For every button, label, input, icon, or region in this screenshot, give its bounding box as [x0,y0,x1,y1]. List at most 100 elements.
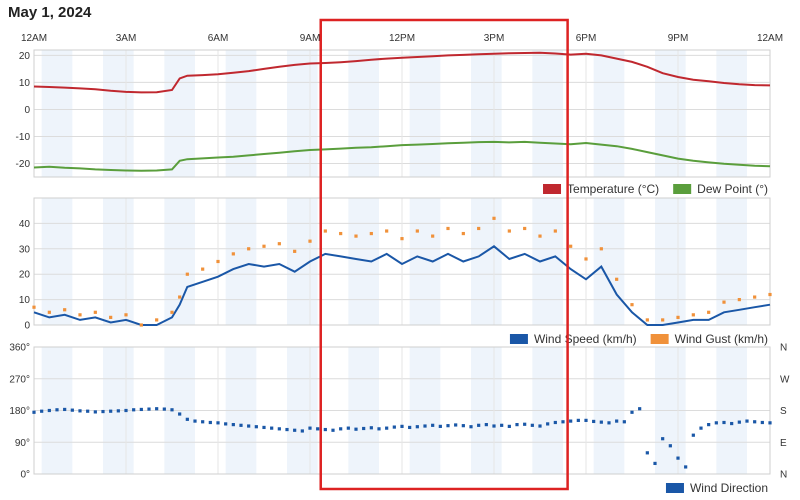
x-tick-label: 3AM [116,33,137,44]
wind-direction-point [239,423,243,427]
legend-swatch [665,483,684,493]
highlight-box [319,18,569,491]
wind-gust-point [262,244,266,248]
y2-tick-label: S [780,406,787,417]
wind-direction-point [730,421,734,426]
legend-label: Wind Gust (km/h) [675,332,768,346]
wind-direction-point [477,423,481,427]
wind-direction-point [438,424,442,428]
wind-direction-point [346,426,350,430]
wind-direction-point [454,423,458,427]
wind-direction-point [155,407,159,411]
wind-direction-point [354,427,358,431]
x-tick-label: 12AM [757,33,783,44]
wind-direction-point [362,426,366,431]
y-tick-label: 10 [19,78,31,89]
wind-gust-point [124,313,128,317]
plot-frame [33,346,771,475]
wind-gust-point [139,323,143,327]
wind-gust-point [630,303,634,307]
shade-band [103,50,134,177]
wind-direction-point [699,426,703,430]
wind-gust-point [47,310,51,314]
wind-direction-point [615,419,619,423]
x-tick-label: 3PM [484,33,505,44]
wind-direction-point [316,427,320,431]
wind-direction-point [500,423,504,427]
wind-gust-point [461,231,465,236]
wind-direction-point [423,424,427,428]
x-tick-label: 6AM [208,33,229,44]
wind-gust-point [109,315,113,319]
wind-direction-point [63,407,67,412]
wind-direction-point [101,409,105,414]
shade-band [409,198,441,325]
wind-direction-point [162,407,166,411]
legend-label: Dew Point (°) [697,182,768,196]
shade-band [287,50,318,177]
wind-direction-point [553,420,557,425]
wind-direction-point [737,420,741,424]
wind-direction-point [630,410,634,414]
wind-direction-point [469,425,473,429]
shade-band [532,198,563,325]
wind-gust-point [569,244,573,248]
y-tick-label: 270° [9,374,30,385]
plot-frame [33,49,771,178]
wind-direction-point [461,424,465,428]
wind-gust-point [753,295,757,299]
shade-band [471,198,502,325]
shade-band [716,198,747,325]
wind-direction-point [622,420,626,424]
y-tick-label: 90° [15,438,30,449]
y-tick-label: -20 [16,159,31,170]
legend-swatch [673,184,692,194]
wind-direction-point [607,421,611,425]
y2-tick-label: N [780,343,787,354]
y-tick-label: 180° [9,406,30,417]
wind-direction-point [768,421,772,425]
wind-direction-point [262,425,266,430]
wind-gust-point [538,234,542,238]
page-title: May 1, 2024 [8,4,92,21]
wind-direction-point [415,425,419,429]
wind-gust-point [277,242,281,246]
wind-direction-point [392,425,396,429]
wind-gust-point [63,308,67,312]
wind-direction-point [760,420,764,425]
temperature-c-line [33,51,771,94]
wind-direction-point [530,423,534,427]
wind-gust-point [293,249,297,253]
wind-gust-point [339,231,343,236]
wind-direction-point [592,419,596,424]
y-tick-label: 40 [19,219,31,230]
wind-gust-point [523,226,527,231]
wind-direction-point [270,426,274,430]
wind-gust-point [661,318,665,322]
wind-gust-point [707,310,711,314]
wind-direction-point [546,422,550,426]
wind-direction-point [645,451,649,455]
wind-gust-point [247,247,251,251]
shade-band [409,50,441,177]
wind-direction-point [323,427,327,432]
wind-direction-point [300,429,304,433]
legend-swatch [650,334,669,344]
wind-direction-point [431,423,435,427]
wind-gust-point [722,300,726,304]
wind-direction-point [400,424,404,428]
y2-tick-label: W [780,374,790,385]
shade-band [225,50,257,177]
wind-gust-point [308,239,312,243]
wind-gust-point [676,315,680,319]
wind-direction-point [55,408,59,412]
wind-direction-point [93,410,97,414]
shade-band [655,198,686,325]
wind-gust-point [431,234,435,238]
wind-direction-point [653,461,657,466]
shade-band [716,50,747,177]
wind-gust-point [400,237,404,241]
y-tick-label: 20 [19,270,31,281]
wind-direction-point [722,420,726,425]
x-tick-label: 6PM [576,33,597,44]
